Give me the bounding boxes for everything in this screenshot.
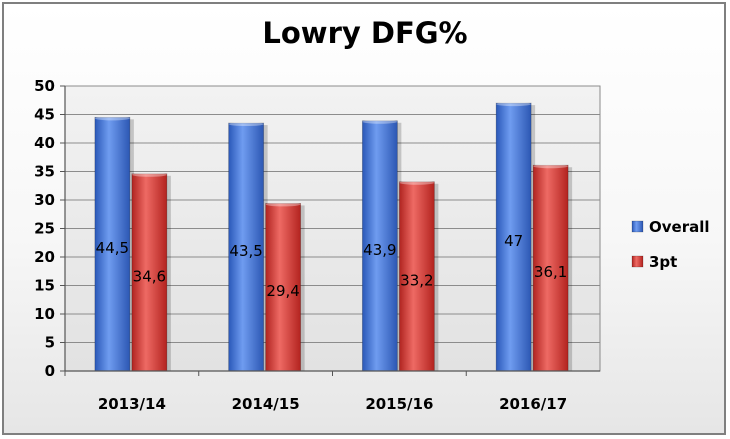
bar-top-highlight <box>131 172 167 177</box>
bar-top-highlight <box>399 180 435 185</box>
x-tick-label: 2013/14 <box>98 395 166 413</box>
data-label: 34,6 <box>133 267 166 285</box>
y-tick-label: 45 <box>34 106 55 124</box>
bar-overall <box>361 120 398 372</box>
legend-swatch-3pt <box>631 255 644 268</box>
data-label: 44,5 <box>96 239 129 257</box>
y-tick-label: 10 <box>34 305 55 323</box>
y-tick-label: 35 <box>34 163 55 181</box>
bar-top-highlight <box>94 116 130 121</box>
bar-top-highlight <box>265 202 301 207</box>
x-tick-label: 2014/15 <box>232 395 300 413</box>
y-tick-label: 25 <box>34 220 55 238</box>
data-label: 43,9 <box>363 241 396 259</box>
bar-top-highlight <box>362 119 398 124</box>
legend-label-3pt: 3pt <box>649 253 677 271</box>
data-label: 47 <box>504 232 523 250</box>
x-tick-label: 2016/17 <box>499 395 567 413</box>
bar-3pt <box>265 203 302 372</box>
x-tick-label: 2015/16 <box>365 395 433 413</box>
y-tick-label: 5 <box>45 334 55 352</box>
bar-overall <box>228 122 265 372</box>
bar-top-highlight <box>496 102 532 107</box>
bar-3pt <box>532 164 569 372</box>
legend-label-overall: Overall <box>649 218 710 236</box>
data-label: 33,2 <box>400 271 433 289</box>
bar-overall <box>495 102 532 372</box>
y-tick-label: 50 <box>34 77 55 95</box>
bar-top-highlight <box>228 122 264 127</box>
data-label: 36,1 <box>534 263 567 281</box>
bar-3pt <box>131 173 168 372</box>
chart-title: Lowry DFG% <box>262 16 468 50</box>
legend-swatch-overall <box>631 220 644 233</box>
bar-top-highlight <box>533 164 569 169</box>
y-tick-label: 15 <box>34 277 55 295</box>
y-tick-label: 0 <box>45 362 55 380</box>
y-tick-label: 20 <box>34 248 55 266</box>
bar-3pt <box>398 181 435 372</box>
y-tick-label: 30 <box>34 191 55 209</box>
y-tick-label: 40 <box>34 134 55 152</box>
data-label: 29,4 <box>266 282 299 300</box>
data-label: 43,5 <box>229 242 262 260</box>
